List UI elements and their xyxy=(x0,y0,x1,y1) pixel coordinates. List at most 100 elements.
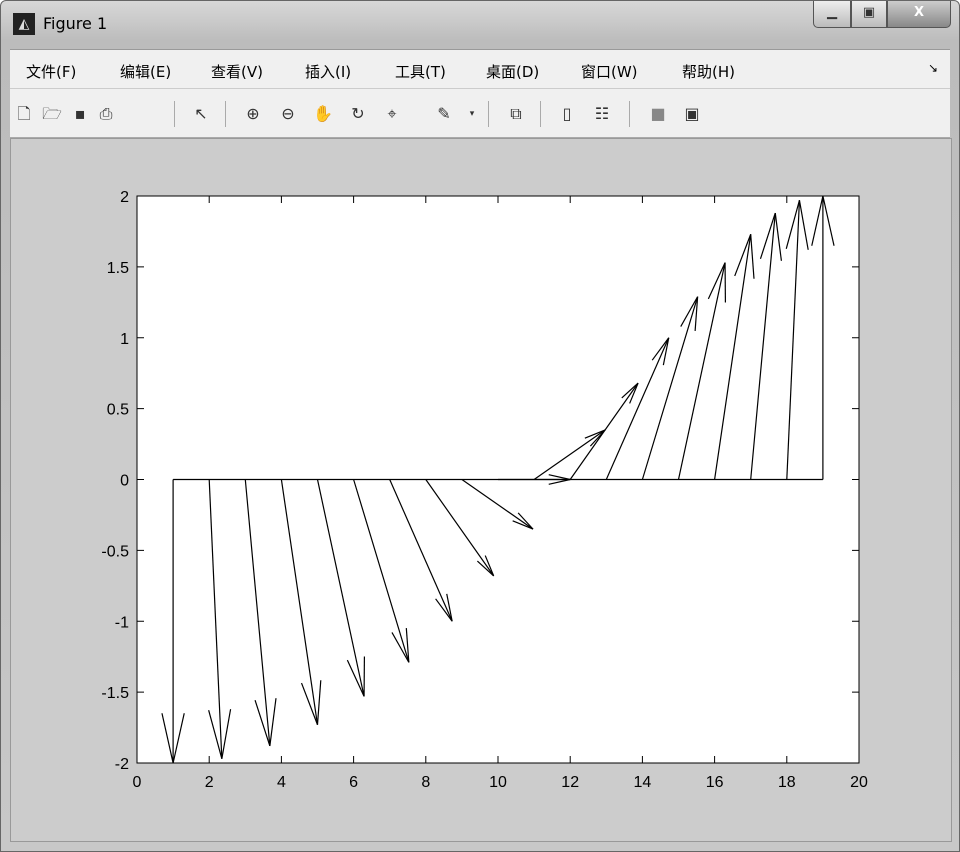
quiver-arrow xyxy=(425,479,495,577)
quiver-arrow xyxy=(641,296,699,480)
arrow-head xyxy=(161,713,174,764)
close-button[interactable]: X xyxy=(887,1,951,28)
y-tick-label: -2 xyxy=(115,756,129,773)
arrow-head xyxy=(269,698,277,747)
x-tick-label: 4 xyxy=(277,774,286,791)
arrow-head xyxy=(629,382,639,404)
legend-icon[interactable]: ☷ xyxy=(594,104,610,123)
arrow-head xyxy=(584,429,606,439)
y-tick-label: -1 xyxy=(115,614,129,631)
y-tick-label: -1.5 xyxy=(101,685,129,702)
x-tick-label: 6 xyxy=(349,774,358,791)
arrow-head xyxy=(435,598,453,622)
arrow-shaft xyxy=(533,429,606,480)
arrow-head xyxy=(476,560,495,577)
menu-desktop[interactable]: 桌面(D) xyxy=(486,63,540,81)
y-tick-label: 1.5 xyxy=(107,260,129,277)
menu-view[interactable]: 查看(V) xyxy=(211,63,263,81)
arrow-shaft xyxy=(208,479,223,759)
hide-plot-tools-icon[interactable]: ■ xyxy=(650,104,666,123)
arrow-shaft xyxy=(244,479,271,747)
arrow-head xyxy=(822,195,835,246)
arrow-head xyxy=(734,234,752,277)
arrow-head xyxy=(798,200,809,250)
arrow-shaft xyxy=(605,337,670,480)
x-tick-label: 10 xyxy=(489,774,507,791)
menu-help[interactable]: 帮助(H) xyxy=(682,63,735,81)
arrow-head xyxy=(785,200,801,249)
arrow-head xyxy=(405,628,410,663)
x-tick-label: 0 xyxy=(133,774,142,791)
arrow-head xyxy=(548,478,571,485)
arrow-head xyxy=(548,474,571,481)
quiver-arrow xyxy=(569,382,639,480)
arrow-shaft xyxy=(461,479,534,530)
arrow-shaft xyxy=(641,296,699,480)
quiver-arrow xyxy=(785,200,809,480)
arrow-head xyxy=(811,195,824,246)
separator xyxy=(174,101,175,127)
arrow-shaft xyxy=(280,479,319,725)
title-bar[interactable]: ◭ Figure 1 ▁ ▣ X xyxy=(1,1,959,45)
data-cursor-icon[interactable]: ⌖ xyxy=(387,104,397,123)
menu-tools[interactable]: 工具(T) xyxy=(395,63,446,81)
window-title: Figure 1 xyxy=(43,14,108,33)
arrow-head xyxy=(680,296,699,327)
rotate-3d-icon[interactable]: ↻ xyxy=(351,104,365,123)
separator xyxy=(629,101,630,127)
arrow-shaft xyxy=(316,479,365,697)
zoom-in-icon[interactable]: ⊕ xyxy=(246,104,260,123)
menu-file[interactable]: 文件(F) xyxy=(26,63,77,81)
arrow-head xyxy=(774,212,782,261)
y-tick-label: 0 xyxy=(120,473,129,490)
open-icon[interactable]: 🗁 xyxy=(42,104,62,123)
brush-icon[interactable]: ✎ xyxy=(437,104,451,123)
quiver-arrow xyxy=(244,479,277,747)
arrow-head xyxy=(651,337,670,361)
save-icon[interactable]: ▪ xyxy=(74,104,86,123)
y-tick-label: 1 xyxy=(120,331,129,348)
arrow-head xyxy=(300,682,319,725)
link-plot-icon[interactable]: ⧉ xyxy=(510,104,522,123)
menu-insert[interactable]: 插入(I) xyxy=(305,63,352,81)
menu-window[interactable]: 窗口(W) xyxy=(581,63,638,81)
arrow-shaft xyxy=(389,479,453,622)
show-plot-tools-icon[interactable]: ▣ xyxy=(684,104,700,123)
x-tick-label: 12 xyxy=(561,774,579,791)
arrow-head xyxy=(662,337,670,366)
quiver-arrow xyxy=(316,479,366,697)
arrow-head xyxy=(759,212,776,260)
pan-hand-icon[interactable]: ✋ xyxy=(313,104,333,123)
brush-dropdown-icon[interactable]: ▾ xyxy=(469,109,475,119)
pointer-icon[interactable]: ↖ xyxy=(194,104,208,123)
minimize-button[interactable]: ▁ xyxy=(813,1,851,28)
maximize-button[interactable]: ▣ xyxy=(851,1,887,28)
arrow-head xyxy=(391,632,410,663)
arrow-head xyxy=(517,512,534,530)
arrow-shaft xyxy=(714,234,752,480)
separator xyxy=(225,101,226,127)
arrow-head xyxy=(172,713,185,764)
menu-edit[interactable]: 编辑(E) xyxy=(120,63,172,81)
x-tick-label: 8 xyxy=(421,774,430,791)
colorbar-icon[interactable]: ▯ xyxy=(562,104,572,123)
new-figure-icon[interactable]: 🗋 xyxy=(17,104,31,123)
separator xyxy=(488,101,489,127)
quiver-arrow xyxy=(461,479,534,530)
print-icon[interactable]: ⎙ xyxy=(99,104,113,123)
quiver-arrow xyxy=(677,262,727,480)
arrow-shaft xyxy=(569,382,639,480)
arrow-head xyxy=(484,555,495,577)
separator xyxy=(540,101,541,127)
arrow-shaft xyxy=(677,262,726,480)
dock-arrow-icon[interactable]: ↘ xyxy=(928,61,939,75)
matlab-icon: ◭ xyxy=(13,13,35,35)
arrow-head xyxy=(621,382,639,399)
x-tick-label: 16 xyxy=(706,774,724,791)
y-tick-label: 0.5 xyxy=(107,402,129,419)
menu-bar: 文件(F) 编辑(E) 查看(V) 插入(I) 工具(T) 桌面(D) 窗口(W… xyxy=(10,49,950,88)
x-tick-label: 2 xyxy=(205,774,214,791)
arrow-head xyxy=(694,296,699,331)
zoom-out-icon[interactable]: ⊖ xyxy=(281,104,295,123)
quiver-arrow xyxy=(811,195,835,480)
